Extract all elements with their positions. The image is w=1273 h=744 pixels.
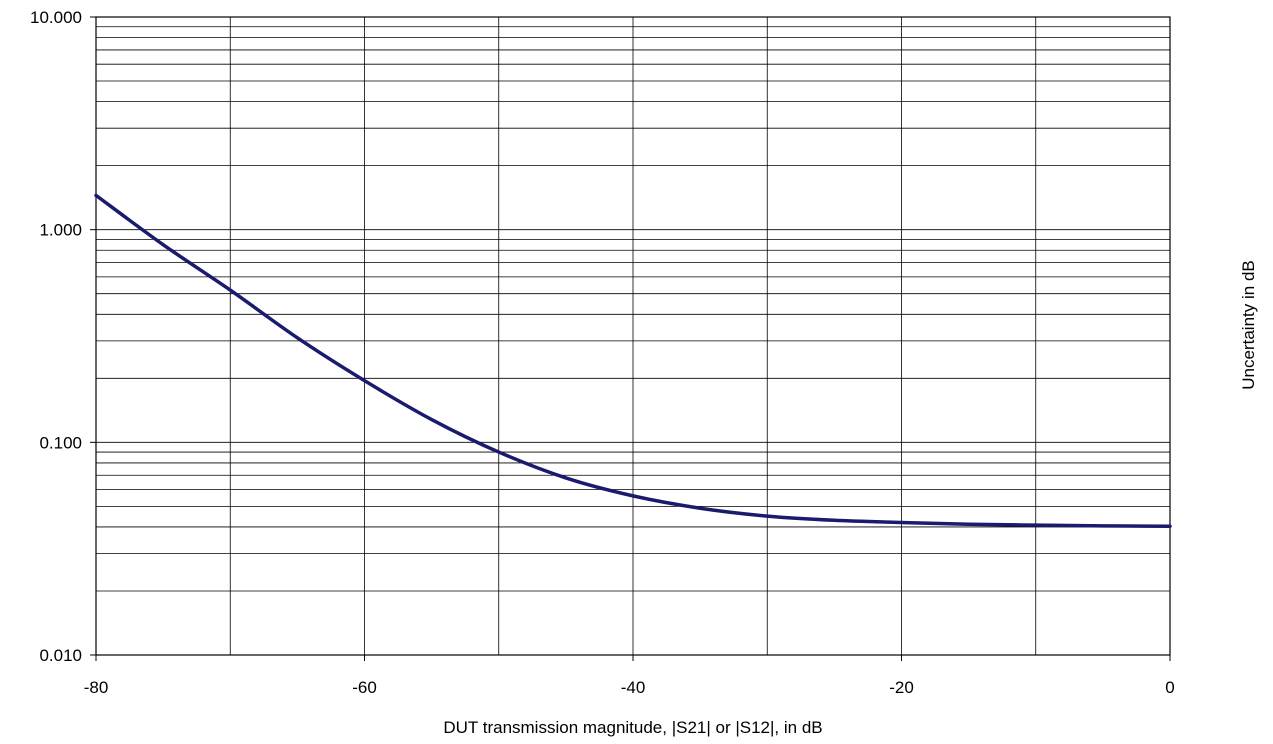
y-tick-label: 0.010 xyxy=(39,646,82,665)
y-tick-label: 1.000 xyxy=(39,221,82,240)
x-tick-label: -20 xyxy=(889,678,914,697)
x-tick-label: -80 xyxy=(84,678,109,697)
y-tick-label: 10.000 xyxy=(30,8,82,27)
grid xyxy=(95,17,1171,656)
x-tick-label: -60 xyxy=(352,678,377,697)
y-axis-title: Uncertainty in dB xyxy=(1239,260,1258,389)
x-tick-labels: -80 -60 -40 -20 0 xyxy=(84,655,1175,697)
y-tick-labels: 0.010 0.100 1.000 10.000 xyxy=(30,8,96,665)
x-tick-label: -40 xyxy=(621,678,646,697)
series-line xyxy=(94,193,1172,529)
x-tick-label: 0 xyxy=(1165,678,1174,697)
y-tick-label: 0.100 xyxy=(39,433,82,452)
x-axis-title: DUT transmission magnitude, |S21| or |S1… xyxy=(443,718,822,737)
